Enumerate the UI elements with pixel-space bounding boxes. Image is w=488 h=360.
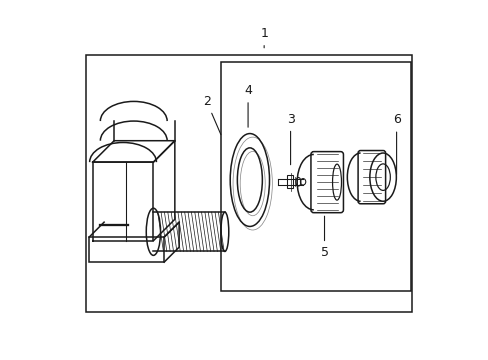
Bar [85,55,411,312]
Bar [286,175,293,188]
Text: 3: 3 [286,113,294,165]
Text: 5: 5 [320,216,328,259]
Bar [221,62,410,291]
Bar [89,237,164,262]
Text: 6: 6 [392,113,400,174]
Text: 2: 2 [202,95,221,135]
Text: 4: 4 [244,84,251,127]
Text: 1: 1 [260,27,267,48]
